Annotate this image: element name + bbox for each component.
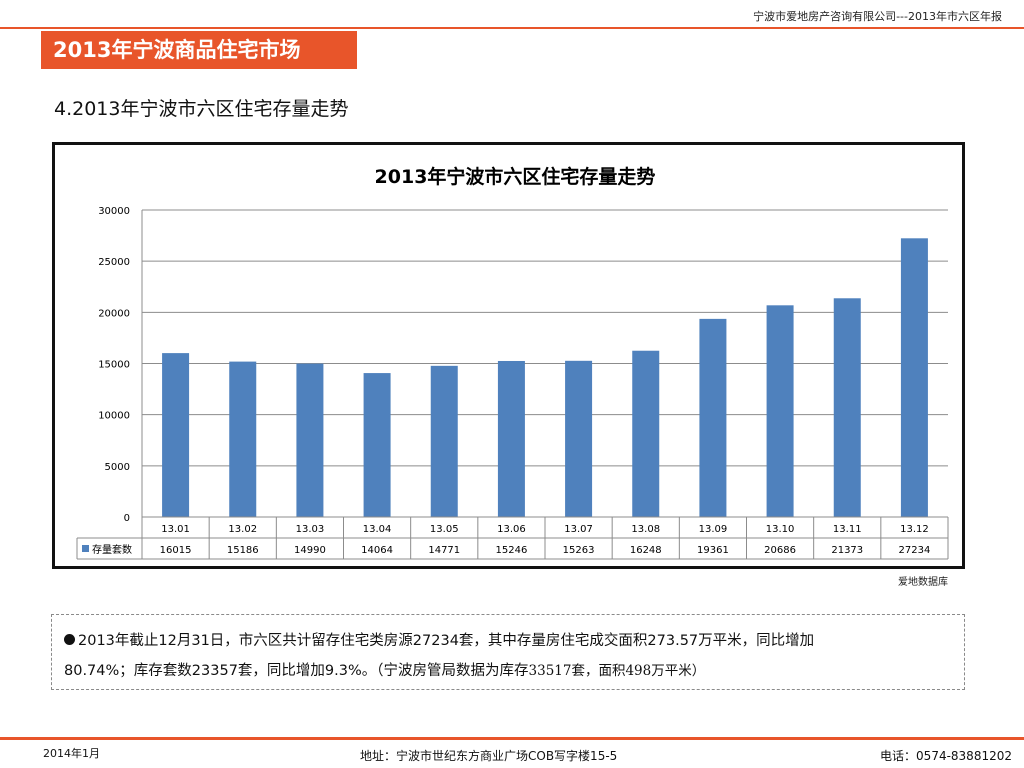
legend-label: 存量套数 (92, 543, 132, 556)
summary-line-1: 2013年截止12月31日，市六区共计留存住宅类房源27234套，其中存量房住宅… (64, 626, 954, 656)
x-tick-label: 13.06 (497, 524, 526, 535)
x-tick-label: 13.12 (900, 524, 929, 535)
top-divider (0, 27, 1024, 29)
y-tick-label: 5000 (105, 462, 130, 473)
footer-phone: 电话：0574-83881202 (880, 749, 1012, 763)
x-tick-label: 13.05 (430, 524, 459, 535)
bottom-divider (0, 737, 1024, 740)
legend-swatch (82, 545, 89, 552)
data-label: 14771 (428, 545, 460, 556)
bar (900, 238, 928, 517)
data-label: 20686 (764, 545, 796, 556)
bar (430, 365, 458, 517)
x-tick-label: 13.01 (161, 524, 190, 535)
bar (162, 353, 190, 517)
y-tick-label: 0 (124, 513, 130, 524)
bar (766, 305, 794, 517)
y-tick-label: 20000 (98, 308, 130, 319)
company-header: 宁波市爱地房产咨询有限公司---2013年市六区年报 (753, 10, 1002, 23)
data-label: 14990 (294, 545, 326, 556)
section-title: 4.2013年宁波市六区住宅存量走势 (54, 98, 349, 120)
summary-text-2-tail: 33517套，面积498万平米） (528, 663, 706, 679)
summary-text-2: 80.74%；库存套数23357套，同比增加9.3%。（宁波房管局数据为库存 (64, 663, 529, 679)
x-tick-label: 13.03 (296, 524, 325, 535)
bar (363, 373, 391, 517)
bar (565, 360, 593, 517)
x-tick-label: 13.04 (363, 524, 392, 535)
data-label: 15263 (563, 545, 595, 556)
y-tick-label: 15000 (98, 360, 130, 371)
bar (497, 360, 525, 517)
x-tick-label: 13.10 (766, 524, 795, 535)
data-label: 16015 (160, 545, 192, 556)
bullet-icon (64, 634, 75, 645)
summary-line-2: 80.74%；库存套数23357套，同比增加9.3%。（宁波房管局数据为库存33… (64, 656, 954, 686)
chart-title: 2013年宁波市六区住宅存量走势 (375, 165, 656, 188)
data-label: 15246 (496, 545, 528, 556)
summary-box: 2013年截止12月31日，市六区共计留存住宅类房源27234套，其中存量房住宅… (51, 614, 965, 690)
x-tick-label: 13.07 (564, 524, 593, 535)
footer-address: 地址：宁波市世纪东方商业广场COB写字楼15-5 (360, 749, 618, 763)
summary-text-1: 2013年截止12月31日，市六区共计留存住宅类房源27234套，其中存量房住宅… (78, 633, 815, 649)
data-label: 19361 (697, 545, 729, 556)
data-label: 27234 (899, 545, 931, 556)
x-tick-label: 13.02 (228, 524, 257, 535)
bar (699, 318, 727, 517)
bar (632, 350, 660, 517)
footer-date: 2014年1月 (43, 747, 100, 760)
y-tick-label: 10000 (98, 411, 130, 422)
y-tick-label: 30000 (98, 206, 130, 217)
data-label: 21373 (831, 545, 863, 556)
x-tick-label: 13.09 (699, 524, 728, 535)
banner-title: 2013年宁波商品住宅市场 (41, 31, 357, 69)
bar (296, 363, 324, 517)
bar (229, 361, 257, 517)
x-tick-label: 13.11 (833, 524, 862, 535)
data-label: 16248 (630, 545, 662, 556)
data-source: 爱地数据库 (898, 577, 948, 588)
y-tick-label: 25000 (98, 257, 130, 268)
chart-frame: 2013年宁波市六区住宅存量走势 0 5000 10000 15000 20000 2500… (52, 142, 965, 569)
bar-chart: 2013年宁波市六区住宅存量走势 0 5000 10000 15000 20000 2500… (76, 165, 949, 560)
data-label: 15186 (227, 545, 259, 556)
bar (833, 298, 861, 517)
x-tick-label: 13.08 (631, 524, 660, 535)
data-label: 14064 (361, 545, 393, 556)
